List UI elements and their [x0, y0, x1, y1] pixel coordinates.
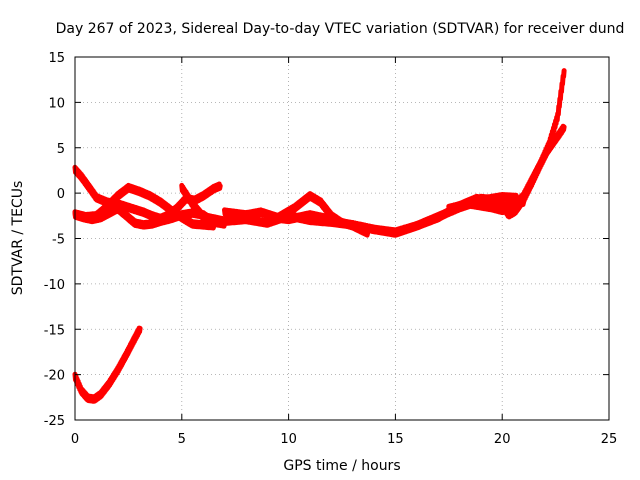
x-axis-label: GPS time / hours — [283, 458, 400, 474]
y-tick-label: -10 — [44, 278, 65, 293]
x-tick-label: 20 — [494, 432, 511, 447]
axis-ticks: 0 5 10 15 20 25 -25 -20 -15 -10 -5 0 5 10 15 — [44, 51, 618, 447]
x-tick-label: 5 — [178, 432, 186, 447]
y-tick-label: 15 — [48, 51, 65, 66]
y-tick-label: 0 — [57, 187, 65, 202]
y-tick-label: -5 — [52, 233, 65, 248]
y-tick-label: 5 — [57, 142, 65, 157]
data-series — [72, 68, 567, 404]
grid-lines — [75, 57, 609, 420]
y-tick-label: 10 — [48, 96, 65, 111]
y-tick-label: -15 — [44, 323, 65, 338]
y-tick-label: -20 — [44, 369, 65, 384]
series-line — [72, 164, 223, 224]
series-line — [72, 325, 143, 404]
x-tick-label: 0 — [71, 432, 79, 447]
x-tick-label: 10 — [280, 432, 297, 447]
x-tick-label: 25 — [601, 432, 618, 447]
chart-title: Day 267 of 2023, Sidereal Day-to-day VTE… — [56, 21, 625, 37]
y-axis-label: SDTVAR / TECUs — [10, 181, 26, 296]
x-tick-label: 15 — [387, 432, 404, 447]
series-line — [478, 123, 567, 220]
series-line — [264, 210, 371, 238]
y-tick-label: -25 — [44, 414, 65, 429]
